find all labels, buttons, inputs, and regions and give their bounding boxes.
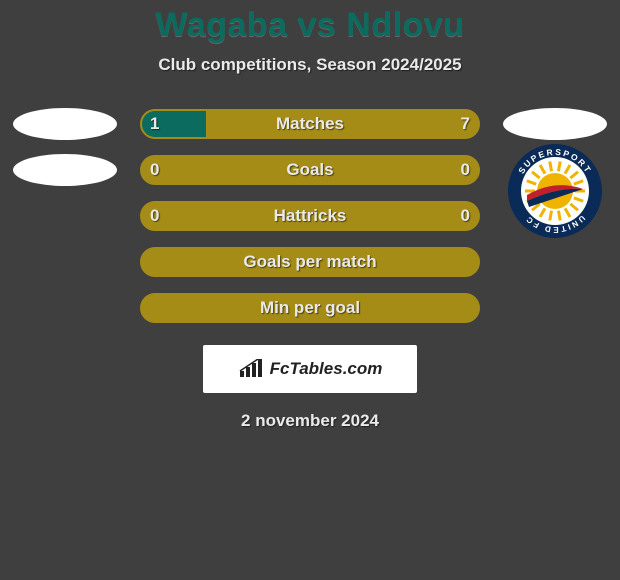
metric-bar: Hattricks00 [140, 201, 480, 231]
metric-value-left: 0 [150, 201, 180, 231]
metric-row: SUPERSPORT UNITED FC Goals00 [0, 147, 620, 193]
metric-value-left: 1 [150, 109, 180, 139]
metric-bar: Goals00 [140, 155, 480, 185]
metric-value-left: 0 [150, 155, 180, 185]
brand-bars-icon [238, 359, 266, 379]
metric-row: Min per goal [0, 285, 620, 331]
player-placeholder-left [13, 108, 117, 140]
metric-row: Hattricks00 [0, 193, 620, 239]
right-slot [490, 101, 620, 147]
date-text: 2 november 2024 [0, 411, 620, 431]
subtitle: Club competitions, Season 2024/2025 [0, 55, 620, 75]
metric-bar: Matches17 [140, 109, 480, 139]
metric-row: Matches17 [0, 101, 620, 147]
left-slot [0, 147, 130, 193]
left-slot [0, 101, 130, 147]
metric-value-right: 0 [440, 155, 470, 185]
metric-bar: Goals per match [140, 247, 480, 277]
page-title: Wagaba vs Ndlovu [0, 6, 620, 45]
metric-value-right: 0 [440, 201, 470, 231]
brand-box: FcTables.com [203, 345, 417, 393]
player-placeholder-left [13, 154, 117, 186]
right-slot [490, 193, 620, 239]
player-placeholder-right [503, 108, 607, 140]
left-slot [0, 239, 130, 285]
brand-text: FcTables.com [270, 359, 383, 379]
metric-bar: Min per goal [140, 293, 480, 323]
right-slot [490, 239, 620, 285]
bar-fill-right [206, 111, 478, 137]
comparison-rows: Matches17 SUPERSPORT [0, 101, 620, 331]
metric-value-right: 7 [440, 109, 470, 139]
left-slot [0, 285, 130, 331]
right-slot [490, 285, 620, 331]
metric-row: Goals per match [0, 239, 620, 285]
left-slot [0, 193, 130, 239]
